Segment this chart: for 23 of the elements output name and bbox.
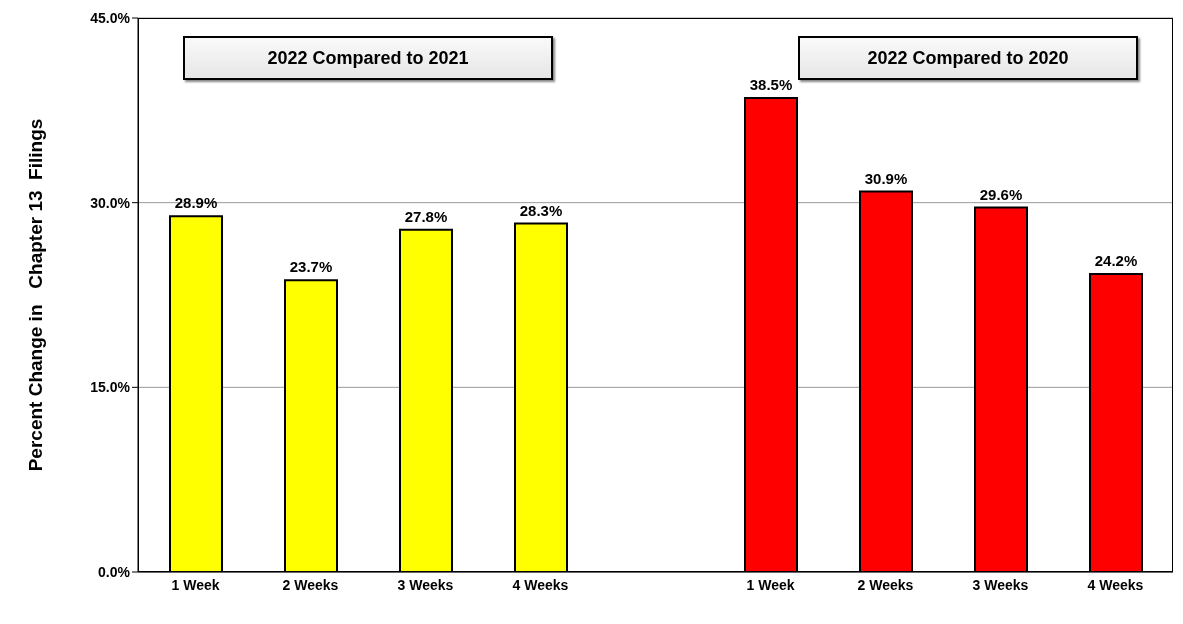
text-box: 2022 Compared to 2020 (798, 36, 1138, 80)
x-tick-label: 3 Weeks (972, 576, 1029, 593)
x-tick-label: 4 Weeks (512, 576, 569, 593)
x-tick-label: 3 Weeks (397, 576, 454, 593)
data-label: 28.3% (519, 201, 563, 219)
y-tick-label: 0.0% (98, 563, 131, 580)
x-tick-label: 4 Weeks (1087, 576, 1144, 593)
data-label: 29.6% (979, 185, 1023, 203)
data-label: 28.9% (174, 194, 218, 212)
data-label: 38.5% (749, 76, 793, 94)
x-tick-label: 1 Week (746, 576, 795, 593)
x-tick-label: 2 Weeks (857, 576, 914, 593)
y-tick-label: 30.0% (90, 194, 131, 211)
text-box: 2022 Compared to 2021 (183, 36, 553, 80)
x-tick-label: 2 Weeks (282, 576, 339, 593)
data-label: 23.7% (289, 258, 333, 276)
data-label: 27.8% (404, 207, 448, 225)
y-tick-label: 15.0% (90, 379, 131, 396)
data-label: 24.2% (1094, 252, 1138, 270)
y-axis-title: Percent Change in Chapter 13 Filings (25, 118, 47, 472)
x-tick-label: 1 Week (171, 576, 220, 593)
y-tick-label: 45.0% (90, 9, 131, 26)
data-label: 30.9% (864, 169, 908, 187)
